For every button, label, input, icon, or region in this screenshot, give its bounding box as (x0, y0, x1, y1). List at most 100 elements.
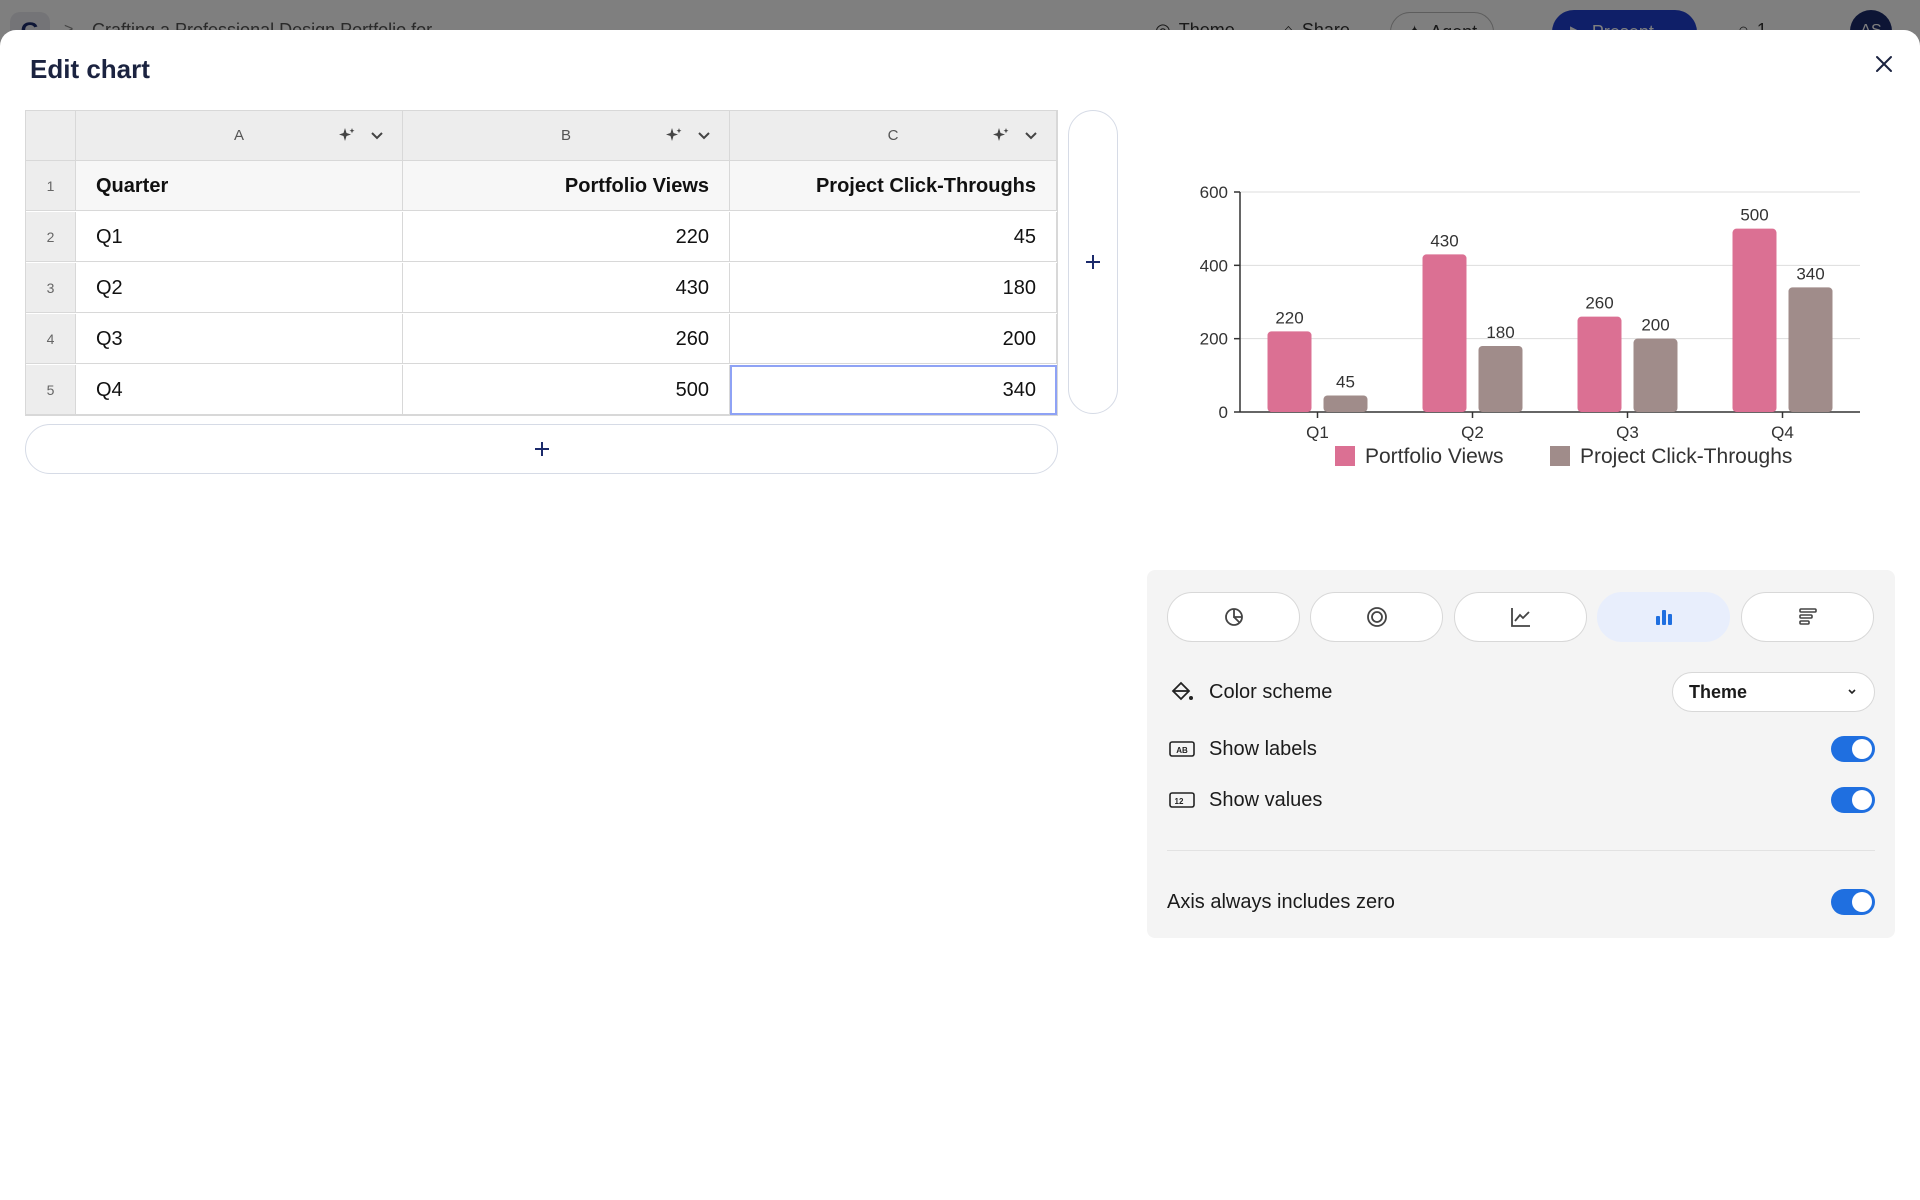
table-cell[interactable]: 500 (403, 365, 730, 415)
bar (1267, 331, 1312, 412)
header-cell[interactable]: Project Click-Throughs (730, 161, 1057, 211)
bar-chart-icon (1655, 610, 1672, 625)
data-label: 340 (1796, 264, 1824, 283)
x-tick-label: Q3 (1616, 423, 1639, 442)
x-tick-label: Q2 (1461, 423, 1484, 442)
column-header[interactable]: B (403, 111, 730, 161)
header-cell[interactable]: Portfolio Views (403, 161, 730, 211)
sparkle-icon[interactable] (337, 125, 357, 145)
pie-chart-icon (1224, 608, 1243, 626)
chart-type-line-button[interactable] (1454, 592, 1587, 642)
table-cell[interactable]: Q4 (76, 365, 403, 415)
table-cell[interactable]: 220 (403, 212, 730, 262)
chart-type-horizontal-bar-button[interactable] (1741, 592, 1874, 642)
y-tick-label: 200 (1200, 330, 1228, 349)
column-header[interactable]: A (76, 111, 403, 161)
values-icon: 12 (1167, 785, 1197, 815)
column-letter: B (560, 127, 571, 144)
bar (1422, 254, 1467, 412)
show-values-toggle[interactable] (1831, 787, 1875, 813)
show-labels-toggle[interactable] (1831, 736, 1875, 762)
bar (1788, 287, 1833, 412)
data-grid: A B C 1 Quarter Portfolio Views Project Click… (25, 110, 1058, 416)
donut-chart-icon (1366, 607, 1387, 627)
show-labels-row: AB Show labels (1167, 729, 1875, 769)
bar (1577, 316, 1622, 412)
table-cell[interactable]: Q1 (76, 212, 403, 262)
data-label: 200 (1641, 316, 1669, 335)
column-letter: C (887, 127, 899, 144)
chevron-down-icon[interactable] (694, 125, 714, 145)
chevron-down-icon[interactable] (1021, 125, 1041, 145)
bar-chart: 0 200 400 600 220 45 Q1 430 180 Q2 260 200 Q3 500 340 Q… (1200, 183, 1860, 468)
line-chart-icon (1510, 608, 1530, 627)
horizontal-bar-chart-icon (1798, 608, 1817, 625)
sparkle-icon[interactable] (991, 125, 1011, 145)
axis-zero-row: Axis always includes zero (1167, 882, 1875, 922)
grid-corner (26, 111, 76, 161)
chevron-down-icon[interactable] (367, 125, 387, 145)
column-header[interactable]: C (730, 111, 1057, 161)
bar (1633, 338, 1678, 412)
data-label: 45 (1336, 373, 1355, 392)
data-label: 260 (1585, 294, 1613, 313)
column-header-row: A B C (26, 111, 1057, 161)
x-tick-label: Q4 (1771, 423, 1794, 442)
data-label: 430 (1430, 231, 1458, 250)
column-letter: A (233, 127, 244, 144)
table-cell[interactable]: 430 (403, 263, 730, 313)
show-labels-label: Show labels (1209, 737, 1317, 760)
close-icon (1876, 56, 1892, 72)
svg-text:12: 12 (1175, 797, 1184, 806)
data-label: 500 (1740, 206, 1768, 225)
close-button[interactable] (1866, 46, 1902, 82)
row-number[interactable]: 2 (26, 212, 76, 262)
show-values-row: 12 Show values (1167, 780, 1875, 820)
row-number[interactable]: 1 (26, 161, 76, 211)
axis-zero-label: Axis always includes zero (1167, 890, 1395, 913)
chart-type-donut-button[interactable] (1310, 592, 1443, 642)
chart-type-pie-button[interactable] (1167, 592, 1300, 642)
data-label: 220 (1275, 308, 1303, 327)
table-cell[interactable]: 340 (730, 365, 1057, 415)
legend-swatch (1335, 446, 1355, 466)
table-cell[interactable]: 200 (730, 314, 1057, 364)
svg-text:AB: AB (1176, 746, 1188, 755)
color-scheme-row: Color scheme Theme (1167, 672, 1875, 712)
table-cell[interactable]: 45 (730, 212, 1057, 262)
y-tick-label: 0 (1219, 403, 1228, 422)
color-scheme-label: Color scheme (1209, 680, 1333, 703)
chart-type-bar-button[interactable] (1597, 592, 1730, 642)
legend-label: Portfolio Views (1365, 445, 1504, 468)
toggle-knob (1852, 739, 1872, 759)
color-scheme-select[interactable]: Theme (1672, 672, 1875, 712)
bar (1323, 395, 1368, 412)
legend-swatch (1550, 446, 1570, 466)
sparkle-icon[interactable] (664, 125, 684, 145)
add-row-button[interactable] (25, 424, 1058, 474)
axis-zero-toggle[interactable] (1831, 889, 1875, 915)
plus-icon (1086, 255, 1100, 269)
color-scheme-value: Theme (1689, 681, 1748, 702)
add-column-button[interactable] (1068, 110, 1118, 414)
toggle-knob (1852, 892, 1872, 912)
plus-icon (534, 442, 549, 456)
labels-icon: AB (1167, 734, 1197, 764)
show-values-label: Show values (1209, 788, 1323, 811)
table-cell[interactable]: 260 (403, 314, 730, 364)
data-label: 180 (1486, 323, 1514, 342)
y-tick-label: 600 (1200, 183, 1228, 202)
chevron-down-icon (1848, 689, 1856, 695)
x-tick-label: Q1 (1306, 423, 1329, 442)
row-number[interactable]: 3 (26, 263, 76, 313)
divider (1167, 850, 1875, 851)
header-cell[interactable]: Quarter (76, 161, 403, 211)
table-cell[interactable]: 180 (730, 263, 1057, 313)
row-number[interactable]: 4 (26, 314, 76, 364)
table-cell[interactable]: Q2 (76, 263, 403, 313)
row-number[interactable]: 5 (26, 365, 76, 415)
table-cell[interactable]: Q3 (76, 314, 403, 364)
legend-label: Project Click-Throughs (1580, 445, 1792, 468)
bar (1478, 346, 1523, 412)
